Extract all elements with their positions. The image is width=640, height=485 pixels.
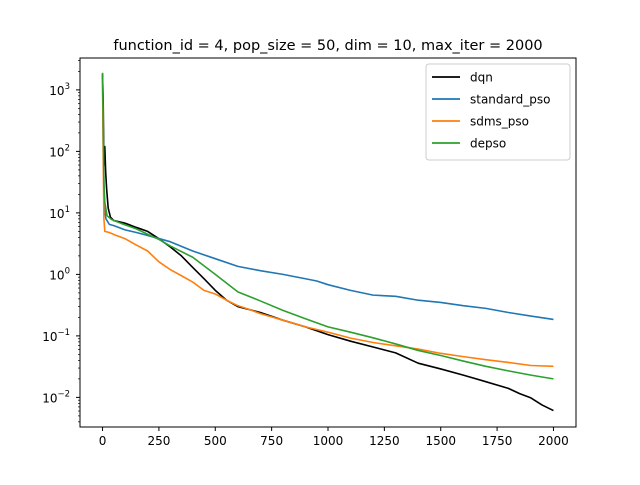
legend-label-sdms-pso: sdms_pso [470, 115, 529, 129]
series-line-dqn [101, 74, 554, 412]
x-axis: 0 250 500 750 1000 1250 1500 1750 2000 [99, 427, 569, 448]
x-tick-label: 0 [99, 434, 107, 448]
x-tick-label: 1250 [369, 434, 400, 448]
y-tick-label: 102 [49, 143, 70, 159]
x-tick-label: 250 [147, 434, 170, 448]
x-tick-label: 500 [204, 434, 227, 448]
y-axis: 10−2 10−1 100 101 102 103 [42, 60, 80, 423]
series-line-depso [101, 72, 554, 380]
x-tick-label: 2000 [538, 434, 569, 448]
chart-title: function_id = 4, pop_size = 50, dim = 10… [113, 38, 542, 54]
legend-label-standard-pso: standard_pso [470, 93, 550, 107]
series-line-standard-pso [101, 75, 554, 321]
legend-label-depso: depso [470, 137, 506, 151]
series-layer [101, 72, 554, 412]
legend-label-dqn: dqn [470, 71, 493, 85]
y-tick-label: 101 [49, 205, 70, 221]
x-tick-label: 1500 [425, 434, 456, 448]
y-tick-label: 10−1 [42, 328, 70, 344]
x-tick-label: 1750 [482, 434, 513, 448]
y-tick-label: 103 [49, 82, 70, 98]
x-tick-label: 750 [260, 434, 283, 448]
y-tick-label: 100 [49, 266, 70, 282]
x-tick-label: 1000 [313, 434, 344, 448]
y-tick-label: 10−2 [42, 389, 70, 405]
legend-box [425, 63, 571, 161]
series-line-sdms-pso [101, 85, 554, 368]
